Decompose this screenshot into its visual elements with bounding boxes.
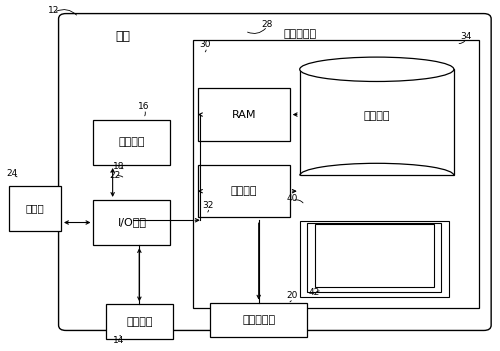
Text: 30: 30 [200, 40, 211, 49]
Text: 32: 32 [202, 201, 213, 210]
Text: 34: 34 [460, 32, 472, 41]
Text: 16: 16 [138, 102, 150, 111]
Text: RAM: RAM [232, 110, 256, 120]
Text: 显示器: 显示器 [26, 204, 44, 213]
Bar [193, 40, 478, 308]
Bar [198, 88, 290, 141]
Bar [94, 120, 170, 165]
Text: 18: 18 [112, 162, 124, 171]
Bar [314, 224, 434, 287]
Text: 22: 22 [109, 171, 120, 180]
Bar [307, 223, 442, 292]
Text: 40: 40 [286, 194, 298, 203]
Text: 28: 28 [262, 20, 273, 28]
Bar [210, 303, 307, 337]
Text: 系统存储器: 系统存储器 [283, 29, 316, 39]
Bar [198, 165, 290, 217]
Text: 处理单元: 处理单元 [118, 138, 145, 147]
Text: 存储系统: 存储系统 [364, 111, 390, 121]
Bar [300, 221, 449, 297]
Text: 设备: 设备 [116, 30, 130, 43]
Text: 高速缓存: 高速缓存 [230, 186, 257, 196]
Bar [106, 304, 173, 339]
Text: 外部设备: 外部设备 [126, 317, 152, 327]
Text: 12: 12 [48, 6, 60, 15]
Text: 14: 14 [112, 336, 124, 345]
Ellipse shape [300, 57, 454, 81]
Text: 网络适配器: 网络适配器 [242, 315, 276, 325]
Text: 20: 20 [286, 291, 298, 300]
Bar [94, 200, 170, 245]
Text: 42: 42 [309, 288, 320, 297]
Text: I/O接口: I/O接口 [118, 218, 146, 227]
Text: 24: 24 [6, 169, 18, 178]
FancyBboxPatch shape [58, 14, 491, 330]
Bar [300, 69, 454, 176]
Bar [9, 186, 61, 231]
